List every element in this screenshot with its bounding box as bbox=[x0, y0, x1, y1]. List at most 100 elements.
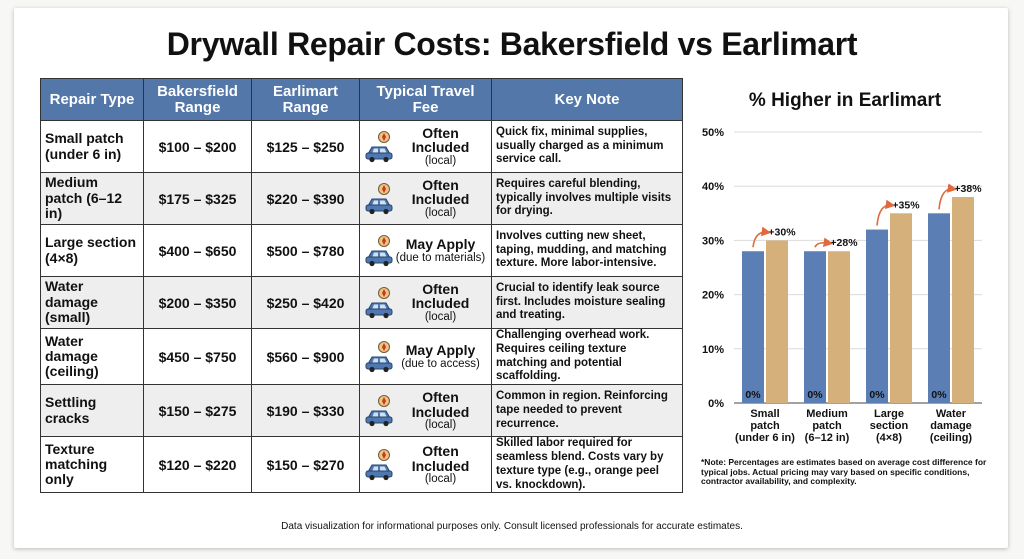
table-row: Small patch (under 6 in) $100 – $200 $125 … bbox=[40, 120, 683, 173]
table-row: Medium patch (6–12 in) $175 – $325 $220 – … bbox=[40, 172, 683, 225]
cell-earlimart-range: $190 – $330 bbox=[251, 384, 360, 438]
compass-car-icon bbox=[364, 340, 394, 374]
cell-repair-type: Water damage (small) bbox=[40, 276, 144, 329]
cell-repair-type: Settling cracks bbox=[40, 384, 144, 438]
bar-label-series-2: +28% bbox=[830, 237, 858, 249]
header-bakersfield-range: Bakersfield Range bbox=[143, 78, 252, 121]
cell-key-note: Common in region. Reinforcing tape neede… bbox=[491, 384, 683, 438]
travel-fee-detail: (due to access) bbox=[401, 357, 480, 370]
cell-travel-fee: Often Included (local) bbox=[359, 384, 492, 438]
cell-travel-fee: May Apply (due to materials) bbox=[359, 224, 492, 277]
table-row: Large section (4×8) $400 – $650 $500 – $78… bbox=[40, 224, 683, 277]
percent-higher-chart: 0%10%20%30%40%50%0%+30%Smallpatch(under … bbox=[702, 127, 982, 444]
cell-key-note: Requires careful blending, typically inv… bbox=[491, 172, 683, 225]
chart-footnote: *Note: Percentages are estimates based o… bbox=[701, 457, 987, 487]
x-tick-label: patch bbox=[812, 420, 842, 432]
travel-fee-detail: (local) bbox=[424, 473, 457, 486]
cell-bakersfield-range: $400 – $650 bbox=[143, 224, 252, 277]
travel-fee-detail: (local) bbox=[424, 155, 457, 168]
increase-arrow bbox=[752, 226, 772, 248]
y-tick-label: 10% bbox=[702, 344, 724, 356]
x-tick-label: damage bbox=[930, 420, 972, 432]
compass-car-icon bbox=[364, 394, 394, 428]
header-key-note: Key Note bbox=[491, 78, 683, 121]
travel-fee-detail: (local) bbox=[424, 207, 457, 220]
travel-fee-label: Often Included bbox=[411, 176, 470, 208]
cell-key-note: Quick fix, minimal supplies, usually cha… bbox=[491, 120, 683, 173]
cell-earlimart-range: $560 – $900 bbox=[251, 327, 360, 386]
y-tick-label: 0% bbox=[708, 398, 724, 410]
page-title: Drywall Repair Costs: Bakersfield vs Ear… bbox=[166, 26, 858, 62]
bar-series-1 bbox=[742, 251, 764, 403]
bar-label-series-1: 0% bbox=[869, 389, 885, 401]
table-row: Texture matching only $120 – $220 $150 – $… bbox=[40, 436, 683, 494]
bar-series-1 bbox=[804, 251, 826, 403]
cell-repair-type: Small patch (under 6 in) bbox=[40, 120, 144, 173]
bar-series-2 bbox=[828, 251, 850, 403]
bar-series-2 bbox=[952, 197, 974, 403]
compass-car-icon bbox=[364, 130, 394, 164]
cell-bakersfield-range: $175 – $325 bbox=[143, 172, 252, 225]
y-tick-label: 30% bbox=[702, 235, 724, 247]
cell-earlimart-range: $125 – $250 bbox=[251, 120, 360, 173]
cell-repair-type: Texture matching only bbox=[40, 436, 144, 494]
cell-travel-fee: Often Included (local) bbox=[359, 120, 492, 173]
cell-travel-fee: Often Included (local) bbox=[359, 436, 492, 494]
cell-repair-type: Water damage (ceiling) bbox=[40, 327, 144, 386]
bar-label-series-2: +35% bbox=[892, 199, 920, 211]
cell-repair-type: Large section (4×8) bbox=[40, 224, 144, 277]
cell-earlimart-range: $250 – $420 bbox=[251, 276, 360, 329]
travel-fee-label: May Apply bbox=[405, 236, 476, 253]
cell-repair-type: Medium patch (6–12 in) bbox=[40, 172, 144, 225]
y-tick-label: 40% bbox=[702, 181, 724, 193]
table-row: Water damage (ceiling) $450 – $750 $560 – … bbox=[40, 327, 683, 386]
bar-label-series-1: 0% bbox=[931, 389, 947, 401]
compass-car-icon bbox=[364, 234, 394, 268]
disclaimer: Data visualization for informational pur… bbox=[281, 521, 743, 532]
bar-series-2 bbox=[766, 240, 788, 403]
x-tick-label: (6–12 in) bbox=[805, 432, 850, 444]
table-row: Water damage (small) $200 – $350 $250 – $4… bbox=[40, 276, 683, 329]
x-tick-label: patch bbox=[750, 420, 780, 432]
x-tick-label: section bbox=[870, 420, 909, 432]
bar-label-series-2: +38% bbox=[954, 183, 982, 195]
travel-fee-detail: (due to materials) bbox=[395, 251, 486, 264]
bar-label-series-1: 0% bbox=[807, 389, 823, 401]
travel-fee-label: Often Included bbox=[411, 388, 470, 420]
cell-travel-fee: Often Included (local) bbox=[359, 172, 492, 225]
y-tick-label: 20% bbox=[702, 290, 724, 302]
cell-travel-fee: May Apply (due to access) bbox=[359, 327, 492, 386]
bar-series-2 bbox=[890, 213, 912, 403]
compass-car-icon bbox=[364, 448, 394, 482]
table-header-row: Repair Type Bakersfield Range Earlimart … bbox=[40, 78, 683, 121]
x-tick-label: (4×8) bbox=[876, 432, 902, 444]
bar-label-series-2: +30% bbox=[768, 226, 796, 238]
x-tick-label: Water bbox=[936, 408, 967, 420]
x-tick-label: Large bbox=[874, 408, 904, 420]
travel-fee-label: Often Included bbox=[411, 280, 470, 312]
header-travel-fee: Typical Travel Fee bbox=[359, 78, 492, 121]
cell-bakersfield-range: $450 – $750 bbox=[143, 327, 252, 386]
cell-earlimart-range: $150 – $270 bbox=[251, 436, 360, 494]
chart-title: % Higher in Earlimart bbox=[748, 90, 942, 111]
cell-key-note: Skilled labor required for seamless blen… bbox=[491, 436, 683, 494]
x-tick-label: Medium bbox=[806, 408, 848, 420]
x-tick-label: (ceiling) bbox=[930, 432, 973, 444]
cell-earlimart-range: $220 – $390 bbox=[251, 172, 360, 225]
cost-table: Repair Type Bakersfield Range Earlimart … bbox=[40, 78, 683, 494]
increase-arrow bbox=[814, 237, 834, 248]
cell-bakersfield-range: $100 – $200 bbox=[143, 120, 252, 173]
bar-label-series-1: 0% bbox=[745, 389, 761, 401]
cell-key-note: Challenging overhead work. Requires ceil… bbox=[491, 327, 683, 386]
header-earlimart-range: Earlimart Range bbox=[251, 78, 360, 121]
x-tick-label: (under 6 in) bbox=[735, 432, 795, 444]
travel-fee-detail: (local) bbox=[424, 419, 457, 432]
bar-series-1 bbox=[928, 213, 950, 403]
travel-fee-label: Often Included bbox=[411, 124, 470, 156]
header-repair-type: Repair Type bbox=[40, 78, 144, 121]
compass-car-icon bbox=[364, 286, 394, 320]
travel-fee-label: May Apply bbox=[405, 342, 476, 359]
increase-arrow bbox=[938, 183, 958, 210]
compass-car-icon bbox=[364, 182, 394, 216]
cell-bakersfield-range: $150 – $275 bbox=[143, 384, 252, 438]
